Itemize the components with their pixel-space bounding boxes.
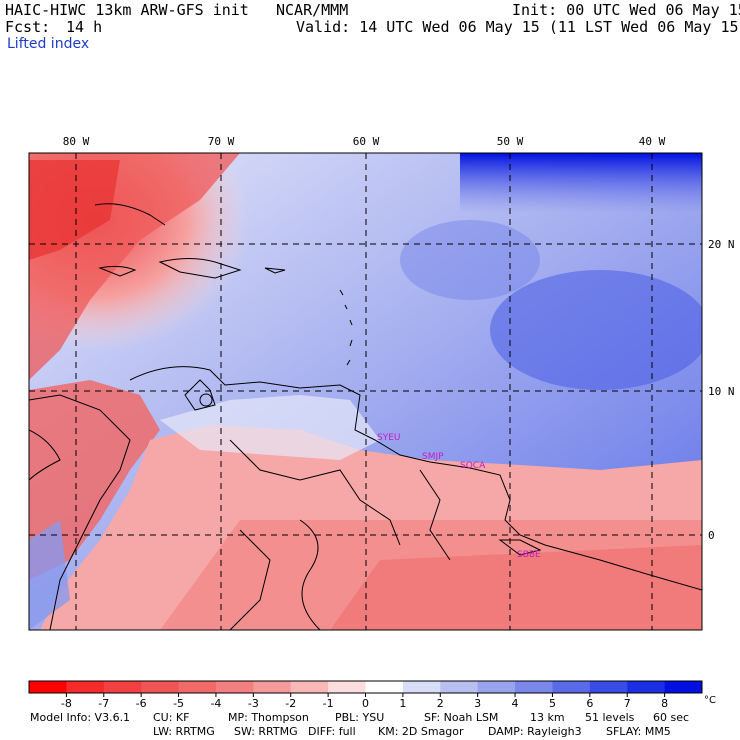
coastlines	[29, 203, 702, 630]
colorbar-tick-label: 6	[586, 697, 593, 710]
diff-scheme: DIFF: full	[308, 725, 356, 738]
colorbar-unit: °C	[704, 695, 716, 706]
sflay-scheme: SFLAY: MM5	[606, 725, 671, 738]
colorbar-tick-label: -1	[323, 697, 334, 710]
graticule	[29, 153, 702, 630]
valid-time: Valid: 14 UTC Wed 06 May 15 (11 LST Wed …	[296, 18, 740, 36]
init-time: Init: 00 UTC Wed 06 May 15	[512, 1, 740, 19]
forecast-hours: 14 h	[66, 18, 103, 36]
colorbar-swatch	[627, 681, 666, 693]
lon-label-60w: 60 W	[353, 135, 380, 148]
colorbar-tick-label: 8	[661, 697, 668, 710]
lon-label-50w: 50 W	[497, 135, 524, 148]
map-frame	[28, 152, 703, 631]
colorbar-tick-label: 7	[624, 697, 631, 710]
cu-scheme: CU: KF	[153, 711, 190, 724]
lat-label-0: 0	[708, 529, 715, 542]
sf-scheme: SF: Noah LSM	[424, 711, 499, 724]
colorbar-swatch	[141, 681, 180, 693]
colorbar-swatch	[178, 681, 217, 693]
colorbar-swatch	[477, 681, 516, 693]
damp-scheme: DAMP: Rayleigh3	[488, 725, 582, 738]
colorbar-tick-label: -4	[210, 697, 221, 710]
colorbar-swatch	[552, 681, 591, 693]
colorbar-swatch	[66, 681, 105, 693]
colorbar-tick-label: -7	[98, 697, 109, 710]
lon-label-80w: 80 W	[63, 135, 90, 148]
colorbar-swatch	[253, 681, 292, 693]
forecast-label: Fcst:	[5, 18, 51, 36]
station-syeu: SYEU	[377, 433, 400, 443]
colorbar-swatch	[328, 681, 366, 693]
mp-scheme: MP: Thompson	[228, 711, 309, 724]
colorbar-swatch	[664, 681, 703, 693]
colorbar-tick-label: 0	[362, 697, 369, 710]
colorbar-tick-label: 5	[549, 697, 556, 710]
lon-label-40w: 40 W	[639, 135, 666, 148]
km-scheme: KM: 2D Smagor	[378, 725, 464, 738]
colorbar-swatch	[402, 681, 441, 693]
colorbar-swatch	[589, 681, 628, 693]
colorbar-swatch	[440, 681, 479, 693]
map-field	[29, 153, 702, 630]
station-smjp: SMJP	[422, 452, 444, 462]
station-sbbe: SBBE	[517, 550, 541, 560]
colorbar-tick-label: 4	[512, 697, 519, 710]
colorbar-swatch	[365, 681, 404, 693]
colorbar-swatch	[103, 681, 142, 693]
colorbar-swatch	[515, 681, 553, 693]
sw-scheme: SW: RRTMG	[234, 725, 298, 738]
model-info: Model Info: V3.6.1	[30, 711, 131, 724]
agency-label: NCAR/MMM	[276, 1, 349, 19]
field-name: Lifted index	[7, 36, 90, 52]
grid-spacing: 13 km	[530, 711, 565, 724]
colorbar-tick-label: -3	[248, 697, 259, 710]
vertical-levels: 51 levels	[585, 711, 635, 724]
time-step: 60 sec	[653, 711, 690, 724]
colorbar: -8 -7 -6 -5 -4 -3 -2 -1 0 1 2 3 4 5 6 7 8 °C	[28, 680, 716, 710]
colorbar-tick-label: -2	[285, 697, 296, 710]
station-soca: SOCA	[460, 461, 486, 471]
colorbar-tick-label: -5	[173, 697, 184, 710]
colorbar-swatch	[290, 681, 329, 693]
lat-label-20n: 20 N	[708, 238, 735, 251]
model-title: HAIC-HIWC 13km ARW-GFS init	[5, 1, 249, 19]
pbl-scheme: PBL: YSU	[335, 711, 385, 724]
colorbar-tick-label: 3	[474, 697, 481, 710]
lat-label-10n: 10 N	[708, 385, 735, 398]
colorbar-tick-label: 1	[399, 697, 406, 710]
colorbar-swatch	[215, 681, 254, 693]
colorbar-tick-label: 2	[437, 697, 444, 710]
lw-scheme: LW: RRTMG	[153, 725, 215, 738]
lon-label-70w: 70 W	[208, 135, 235, 148]
colorbar-tick-label: -6	[136, 697, 147, 710]
colorbar-tick-label: -8	[61, 697, 72, 710]
colorbar-swatch	[29, 681, 67, 693]
